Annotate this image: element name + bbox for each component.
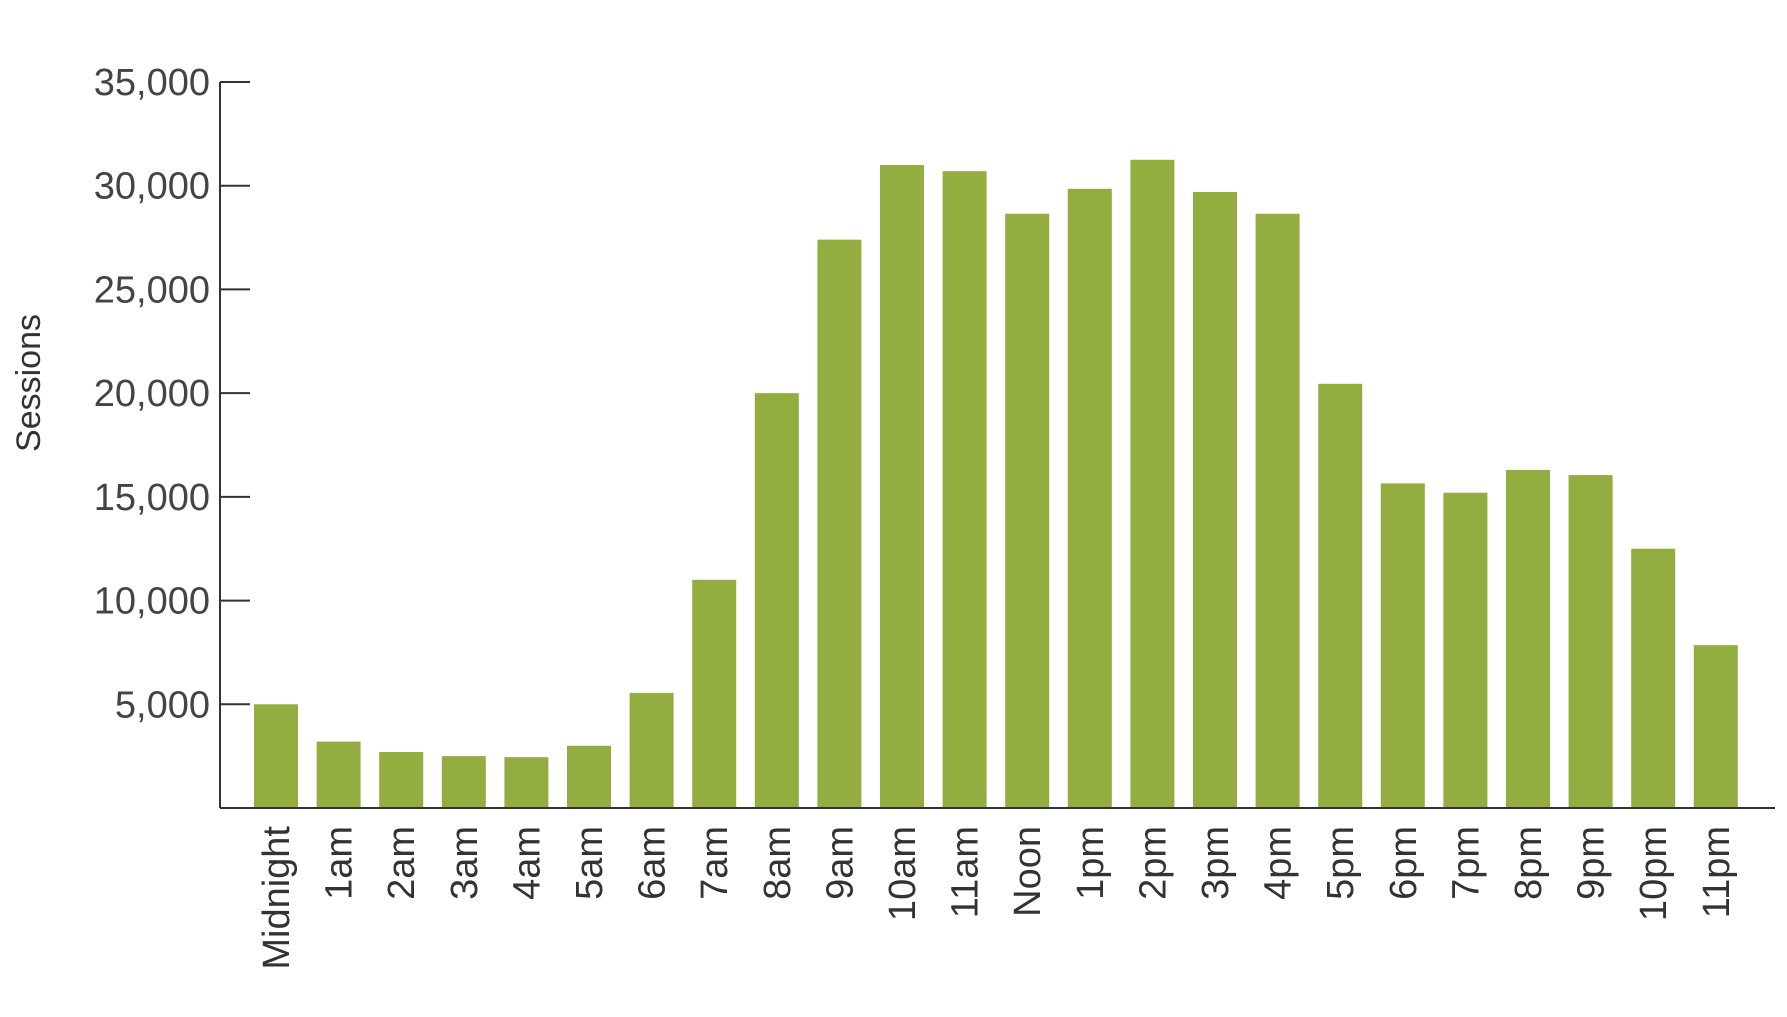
- bar-4am: [504, 757, 549, 808]
- y-tick-label: 15,000: [94, 477, 210, 519]
- bar-8am: [754, 393, 799, 808]
- x-tick-label: 2pm: [1132, 826, 1174, 900]
- bar-7pm: [1443, 492, 1488, 808]
- y-tick-label: 10,000: [94, 581, 210, 623]
- x-tick-label: 11pm: [1696, 826, 1738, 918]
- x-tick-label: 4am: [506, 826, 548, 900]
- x-tick-label: 9am: [819, 826, 861, 900]
- x-tick-label: 3am: [444, 826, 486, 900]
- x-tick-label: 9pm: [1571, 826, 1613, 900]
- y-tick-label: 35,000: [94, 62, 210, 104]
- y-tick-label: 30,000: [94, 166, 210, 208]
- bar-11am: [942, 171, 987, 809]
- x-tick-label: 10am: [882, 826, 924, 921]
- bar-1pm: [1067, 188, 1112, 809]
- x-tick-label: 3pm: [1195, 826, 1237, 900]
- bar-9pm: [1568, 475, 1613, 808]
- bar-2am: [379, 751, 424, 808]
- x-tick-label: 1pm: [1070, 826, 1112, 900]
- y-tick-label: 5,000: [115, 684, 210, 726]
- x-tick-label: 10pm: [1633, 826, 1675, 921]
- x-tick-label: 6am: [632, 826, 674, 900]
- bar-7am: [692, 579, 737, 808]
- bar-10am: [880, 164, 924, 808]
- bar-2pm: [1130, 159, 1175, 809]
- bar-5am: [567, 745, 611, 808]
- x-tick-label: 5am: [569, 826, 611, 900]
- bars-group: [254, 159, 1738, 809]
- x-axis: Midnight 1am 2am 3am 4am 5am 6am 7am 8am 9am 10am 1…: [220, 807, 1775, 970]
- x-tick-label: 2am: [381, 826, 423, 900]
- bar-3am: [441, 756, 486, 808]
- x-tick-label: 8pm: [1508, 826, 1550, 900]
- x-tick-label: Noon: [1007, 826, 1049, 917]
- x-tick-label: Midnight: [256, 826, 298, 970]
- bar-5pm: [1318, 383, 1363, 808]
- x-tick-label: 7pm: [1445, 826, 1487, 900]
- bar-6am: [629, 692, 674, 808]
- x-tick-label: 7am: [694, 826, 736, 900]
- bar-4pm: [1255, 213, 1300, 808]
- x-tick-label: 4pm: [1258, 826, 1300, 900]
- y-axis: 5,000 10,000 15,000 20,000 25,000 30,000 35,00…: [94, 62, 250, 808]
- bar-9am: [817, 239, 862, 808]
- bar-10pm: [1631, 548, 1676, 808]
- bar-1am: [316, 741, 361, 808]
- x-tick-label: 8am: [757, 826, 799, 900]
- bar-3pm: [1193, 191, 1237, 809]
- x-tick-label: 1am: [319, 826, 361, 900]
- y-tick-label: 20,000: [94, 373, 210, 415]
- bar-midnight: [254, 704, 298, 808]
- y-axis-title: Sessions: [10, 314, 48, 452]
- x-tick-label: 5pm: [1320, 826, 1362, 900]
- bar-8pm: [1506, 469, 1550, 808]
- x-tick-label: 6pm: [1383, 826, 1425, 900]
- bar-11pm: [1693, 645, 1738, 808]
- y-tick-label: 25,000: [94, 269, 210, 311]
- bar-6pm: [1380, 483, 1425, 808]
- bar-noon: [1005, 213, 1050, 808]
- x-tick-label: 11am: [945, 826, 987, 918]
